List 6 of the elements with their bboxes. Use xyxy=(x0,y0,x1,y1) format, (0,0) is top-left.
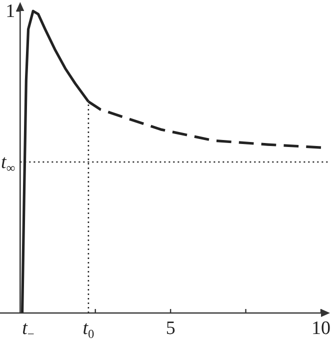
ref-line-label: t$_{∞}$ xyxy=(1,152,16,176)
annotation: 1 xyxy=(6,1,16,22)
x-tick-label: 5 xyxy=(166,318,176,339)
ref-line-label: t$_{0}$ xyxy=(82,318,94,341)
text: t$_{−}$ xyxy=(22,318,34,341)
x-tick-label: 10 xyxy=(311,318,330,339)
